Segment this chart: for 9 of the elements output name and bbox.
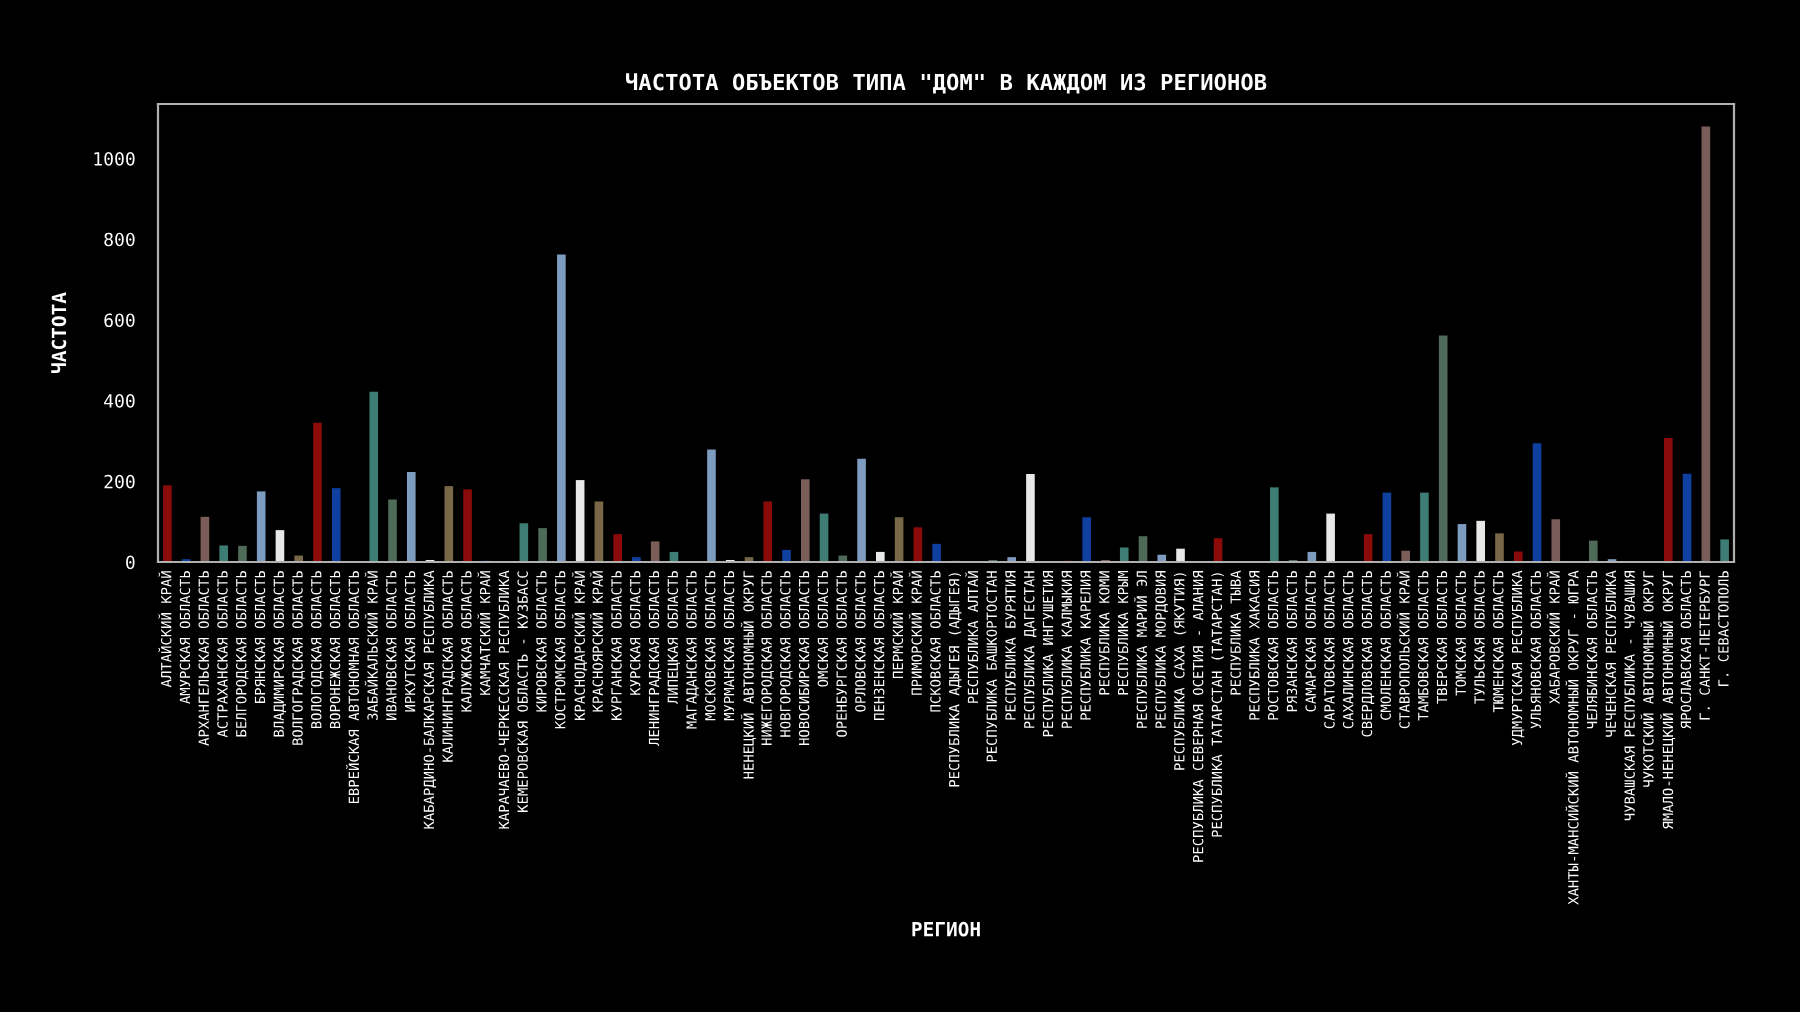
chart-title: ЧАСТОТА ОБЪЕКТОВ ТИПА "ДОМ" В КАЖДОМ ИЗ РЕГИОНОВ (626, 73, 1267, 94)
y-tick-label: 600 (104, 313, 135, 328)
y-tick-label: 200 (104, 474, 135, 489)
y-tick-label: 800 (104, 232, 135, 247)
y-tick-label: 1000 (94, 151, 135, 166)
y-tick-label: 400 (104, 394, 135, 408)
y-axis-title: ЧАСТОТА (51, 292, 67, 374)
x-axis-title: РЕГИОН (912, 921, 980, 937)
y-tick-label: 0 (126, 555, 135, 570)
